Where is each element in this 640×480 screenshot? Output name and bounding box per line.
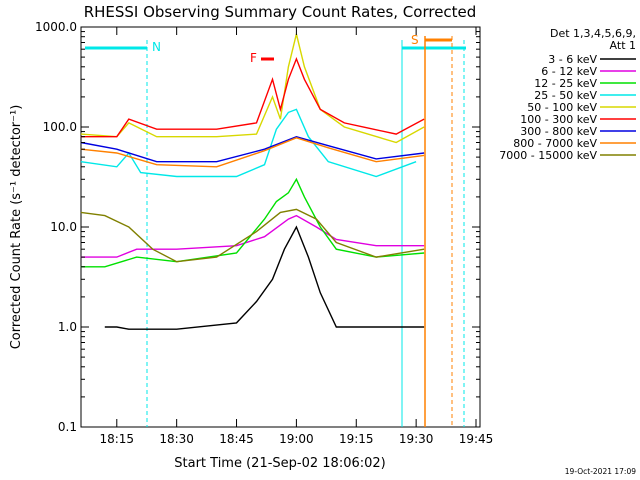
legend-entry-6: 300 - 800 keV [520,125,597,138]
y-tick-label-3: 100.0 [43,120,77,134]
chart-title: RHESSI Observing Summary Count Rates, Co… [84,3,477,21]
series-line-6 [80,135,425,163]
legend-entry-4: 50 - 100 keV [527,101,597,114]
axis-ticks: 18:15 18:30 18:45 19:00 19:15 19:30 19:45 0.1 1.… [35,20,493,446]
x-tick-label-6: 19:45 [459,432,494,446]
series-line-5 [80,56,425,138]
legend-entry-2: 12 - 25 keV [534,77,597,90]
x-tick-label-3: 19:00 [279,432,314,446]
y-tick-label-4: 1000.0 [35,20,77,34]
legend-header-1: Att 1 [610,39,636,52]
y-tick-label-0: 0.1 [58,420,77,434]
series-line-7 [80,137,425,168]
series-line-4 [80,33,425,144]
night-marker-label: N [152,40,161,54]
y-tick-label-2: 10.0 [50,220,77,234]
x-tick-label-0: 18:15 [99,432,134,446]
x-axis-label: Start Time (21-Sep-02 18:06:02) [174,456,385,471]
legend-entry-3: 25 - 50 keV [534,89,597,102]
legend-entry-7: 800 - 7000 keV [513,137,597,150]
y-tick-label-1: 1.0 [58,320,77,334]
series-layer [80,33,425,330]
saa-marker-label: S [411,33,419,47]
footer-timestamp: 19-Oct-2021 17:09 [565,467,636,476]
overlay-markers: N S F [85,33,466,427]
y-axis-label: Corrected Count Rate (s⁻¹ detector⁻¹) [9,105,24,350]
plot-area [80,26,481,428]
x-tick-label-2: 18:45 [219,432,254,446]
series-line-2 [80,177,425,268]
series-line-8 [80,208,425,263]
legend-entry-0: 3 - 6 keV [548,53,597,66]
flare-marker-label: F [250,51,257,65]
legend-entry-5: 100 - 300 keV [520,113,597,126]
legend-header-0: Det 1,3,4,5,6,9, [550,27,636,40]
series-line-0 [104,225,425,330]
x-tick-label-5: 19:30 [399,432,434,446]
x-tick-label-4: 19:15 [339,432,374,446]
legend-entry-8: 7000 - 15000 keV [499,149,597,162]
x-tick-label-1: 18:30 [159,432,194,446]
series-line-1 [80,214,425,258]
legend-entry-1: 6 - 12 keV [541,65,597,78]
